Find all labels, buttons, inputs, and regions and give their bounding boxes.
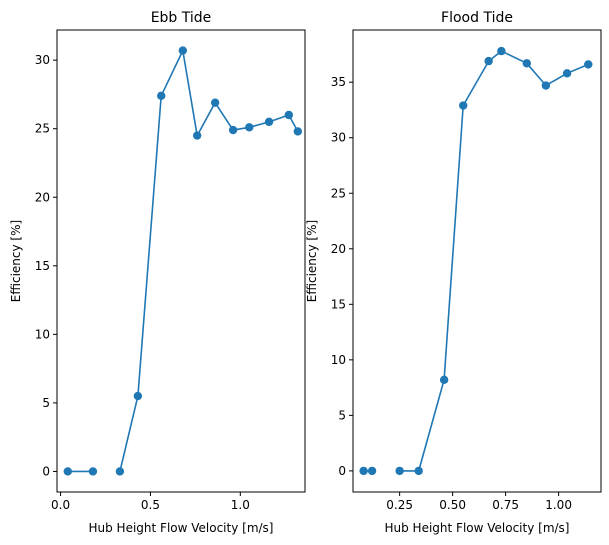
ebb-y-tick-label: 5 [42, 396, 50, 410]
ebb-x-tick-label: 1.0 [231, 498, 250, 512]
ebb-data-point [293, 127, 303, 136]
ebb-data-point [264, 117, 274, 127]
ebb-data-point [245, 123, 254, 132]
flood-chart-title: Flood Tide [441, 10, 513, 26]
flood-x-axis-title: Hub Height Flow Velocity [m/s] [385, 521, 570, 535]
flood-data-point [484, 56, 493, 66]
flood-data-point [562, 69, 572, 78]
ebb-data-point [284, 110, 294, 120]
flood-y-tick-label: 10 [331, 353, 346, 367]
ebb-data-point [157, 91, 166, 101]
ebb-chart-title: Ebb Tide [151, 10, 212, 26]
ebb-data-point [178, 46, 187, 55]
flood-data-point [459, 101, 468, 110]
flood-plot-frame [352, 29, 602, 493]
flood-y-tick-label: 0 [338, 464, 346, 478]
flood-y-tick-label: 15 [331, 297, 346, 311]
ebb-x-tick-label: 0.5 [141, 498, 160, 512]
ebb-y-tick-label: 30 [35, 53, 50, 67]
ebb-tide-panel: Ebb Tide Hub Height Flow Velocity [m/s] … [9, 10, 306, 535]
flood-tide-panel: Flood Tide Hub Height Flow Velocity [m/s… [305, 10, 602, 535]
flood-data-point [414, 466, 423, 476]
flood-y-tick-label: 30 [331, 131, 346, 145]
ebb-data-point [133, 391, 143, 401]
flood-data-point [497, 46, 506, 56]
ebb-x-axis-title: Hub Height Flow Velocity [m/s] [89, 521, 274, 535]
flood-y-axis-title: Efficiency [%] [305, 220, 319, 302]
ebb-y-tick-label: 10 [35, 327, 50, 341]
flood-y-tick-label: 5 [338, 408, 346, 422]
ebb-y-tick-label: 0 [42, 464, 50, 478]
flood-data-point [541, 81, 551, 90]
flood-series-line [399, 50, 589, 472]
flood-y-tick-label: 25 [331, 186, 346, 200]
ebb-y-tick-label: 15 [35, 259, 50, 273]
ebb-data-point [228, 125, 238, 135]
ebb-data-point [210, 98, 220, 107]
ebb-y-tick-label: 25 [35, 122, 50, 136]
flood-y-tick-label: 20 [331, 242, 346, 256]
flood-y-tick-label: 35 [331, 75, 346, 89]
ebb-data-point [63, 467, 72, 476]
flood-data-point [584, 60, 593, 69]
ebb-data-point [115, 467, 125, 476]
ebb-y-axis-title: Efficiency [%] [9, 220, 23, 302]
flood-x-tick-label: 1.00 [545, 498, 572, 512]
ebb-data-point [192, 131, 202, 140]
ebb-y-tick-label: 20 [35, 190, 50, 204]
flood-x-tick-label: 0.25 [386, 498, 413, 512]
ebb-plot-frame [56, 29, 306, 493]
flood-x-tick-label: 0.50 [439, 498, 466, 512]
flood-data-point [395, 466, 404, 476]
ebb-data-point [88, 467, 98, 476]
flood-data-point [359, 466, 368, 476]
flood-data-point [522, 59, 532, 68]
flood-data-point [439, 375, 449, 385]
flood-x-tick-label: 0.75 [492, 498, 519, 512]
flood-data-point [367, 466, 377, 476]
ebb-x-tick-label: 0.0 [51, 498, 70, 512]
